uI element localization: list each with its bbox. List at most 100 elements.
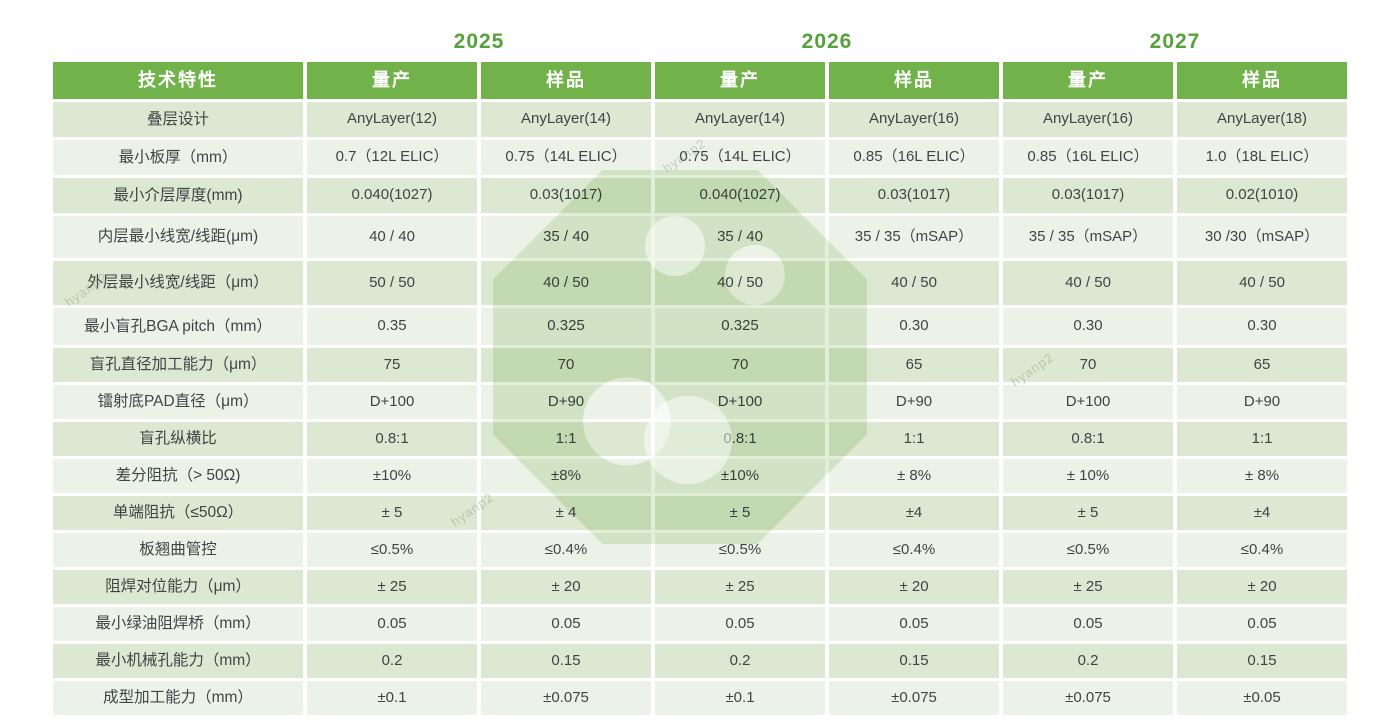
row-label: 阻焊对位能力（μm） bbox=[53, 570, 303, 604]
table-cell: 35 / 35（mSAP） bbox=[829, 216, 999, 258]
header-col-5: 量产 bbox=[1003, 62, 1173, 99]
header-col-1: 量产 bbox=[307, 62, 477, 99]
year-header-row: 2025 2026 2027 bbox=[0, 30, 1400, 56]
row-label: 最小盲孔BGA pitch（mm） bbox=[53, 308, 303, 345]
table-cell: ± 10% bbox=[1003, 459, 1173, 493]
header-feature-column: 技术特性 bbox=[53, 62, 303, 99]
table-cell: 0.8:1 bbox=[1003, 422, 1173, 456]
header-col-2: 样品 bbox=[481, 62, 651, 99]
row-label: 盲孔直径加工能力（μm） bbox=[53, 348, 303, 382]
year-label-2027: 2027 bbox=[1149, 30, 1201, 53]
table-cell: D+100 bbox=[307, 385, 477, 419]
table-cell: 40 / 50 bbox=[1003, 261, 1173, 305]
row-label: 差分阻抗（> 50Ω) bbox=[53, 459, 303, 493]
table-cell: AnyLayer(14) bbox=[481, 102, 651, 137]
table-cell: D+90 bbox=[481, 385, 651, 419]
table-cell: ± 4 bbox=[481, 496, 651, 530]
table-cell: ±4 bbox=[829, 496, 999, 530]
table-cell: 1.0（18L ELIC） bbox=[1177, 140, 1347, 175]
table-cell: ± 25 bbox=[307, 570, 477, 604]
table-cell: 1:1 bbox=[829, 422, 999, 456]
table-cell: 35 / 40 bbox=[655, 216, 825, 258]
table-cell: 0.03(1017) bbox=[481, 178, 651, 213]
table-cell: 0.15 bbox=[1177, 644, 1347, 678]
table-cell: 40 / 40 bbox=[307, 216, 477, 258]
table-cell: AnyLayer(16) bbox=[829, 102, 999, 137]
table-cell: 40 / 50 bbox=[481, 261, 651, 305]
table-cell: ± 8% bbox=[829, 459, 999, 493]
table-cell: 0.040(1027) bbox=[655, 178, 825, 213]
row-label: 最小板厚（mm） bbox=[53, 140, 303, 175]
table-cell: ±0.075 bbox=[481, 681, 651, 715]
table-cell: 0.03(1017) bbox=[829, 178, 999, 213]
table-cell: AnyLayer(16) bbox=[1003, 102, 1173, 137]
row-label: 外层最小线宽/线距（μm） bbox=[53, 261, 303, 305]
table-cell: ±0.1 bbox=[307, 681, 477, 715]
table-cell: AnyLayer(18) bbox=[1177, 102, 1347, 137]
table-cell: D+90 bbox=[829, 385, 999, 419]
table-cell: 0.15 bbox=[481, 644, 651, 678]
table-cell: 0.2 bbox=[655, 644, 825, 678]
table-cell: ± 5 bbox=[307, 496, 477, 530]
table-cell: ≤0.5% bbox=[307, 533, 477, 567]
table-cell: 50 / 50 bbox=[307, 261, 477, 305]
row-label: 最小机械孔能力（mm） bbox=[53, 644, 303, 678]
table-cell: 65 bbox=[829, 348, 999, 382]
table-cell: 75 bbox=[307, 348, 477, 382]
row-label: 最小绿油阻焊桥（mm） bbox=[53, 607, 303, 641]
table-cell: 0.05 bbox=[1177, 607, 1347, 641]
table-cell: D+90 bbox=[1177, 385, 1347, 419]
table-cell: 0.2 bbox=[307, 644, 477, 678]
table-cell: 0.85（16L ELIC） bbox=[829, 140, 999, 175]
table-cell: 40 / 50 bbox=[829, 261, 999, 305]
table-cell: 70 bbox=[1003, 348, 1173, 382]
table-cell: ± 20 bbox=[1177, 570, 1347, 604]
table-cell: 0.02(1010) bbox=[1177, 178, 1347, 213]
year-label-2026: 2026 bbox=[801, 30, 853, 53]
table-cell: 40 / 50 bbox=[1177, 261, 1347, 305]
table-cell: 35 / 35（mSAP） bbox=[1003, 216, 1173, 258]
spec-table: 技术特性 量产 样品 量产 样品 量产 样品 叠层设计 AnyLayer(12) AnyLayer… bbox=[53, 62, 1347, 715]
table-cell: 0.05 bbox=[829, 607, 999, 641]
row-label: 叠层设计 bbox=[53, 102, 303, 137]
table-cell: 0.75（14L ELIC） bbox=[481, 140, 651, 175]
table-cell: 0.15 bbox=[829, 644, 999, 678]
header-col-3: 量产 bbox=[655, 62, 825, 99]
table-cell: ±10% bbox=[655, 459, 825, 493]
table-cell: 0.040(1027) bbox=[307, 178, 477, 213]
table-cell: 0.30 bbox=[829, 308, 999, 345]
table-cell: ≤0.4% bbox=[829, 533, 999, 567]
table-cell: 0.8:1 bbox=[655, 422, 825, 456]
table-cell: ≤0.4% bbox=[1177, 533, 1347, 567]
table-cell: 1:1 bbox=[481, 422, 651, 456]
table-cell: ±8% bbox=[481, 459, 651, 493]
table-cell: D+100 bbox=[1003, 385, 1173, 419]
table-cell: 0.05 bbox=[307, 607, 477, 641]
table-cell: 35 / 40 bbox=[481, 216, 651, 258]
table-cell: AnyLayer(14) bbox=[655, 102, 825, 137]
table-cell: ± 20 bbox=[481, 570, 651, 604]
table-cell: 0.8:1 bbox=[307, 422, 477, 456]
row-label: 成型加工能力（mm） bbox=[53, 681, 303, 715]
table-cell: ±10% bbox=[307, 459, 477, 493]
table-cell: 0.30 bbox=[1177, 308, 1347, 345]
table-cell: ±0.1 bbox=[655, 681, 825, 715]
table-cell: 0.30 bbox=[1003, 308, 1173, 345]
table-cell: 1:1 bbox=[1177, 422, 1347, 456]
table-cell: 0.05 bbox=[481, 607, 651, 641]
table-cell: 0.35 bbox=[307, 308, 477, 345]
table-cell: 0.05 bbox=[655, 607, 825, 641]
table-cell: 0.325 bbox=[655, 308, 825, 345]
table-cell: 0.85（16L ELIC） bbox=[1003, 140, 1173, 175]
table-cell: ±0.075 bbox=[1003, 681, 1173, 715]
table-cell: ± 5 bbox=[1003, 496, 1173, 530]
table-cell: ≤0.5% bbox=[1003, 533, 1173, 567]
row-label: 内层最小线宽/线距(μm) bbox=[53, 216, 303, 258]
table-cell: 0.05 bbox=[1003, 607, 1173, 641]
table-cell: ± 25 bbox=[655, 570, 825, 604]
row-label: 最小介层厚度(mm) bbox=[53, 178, 303, 213]
table-cell: ±0.075 bbox=[829, 681, 999, 715]
row-label: 镭射底PAD直径（μm） bbox=[53, 385, 303, 419]
row-label: 板翘曲管控 bbox=[53, 533, 303, 567]
table-cell: 65 bbox=[1177, 348, 1347, 382]
